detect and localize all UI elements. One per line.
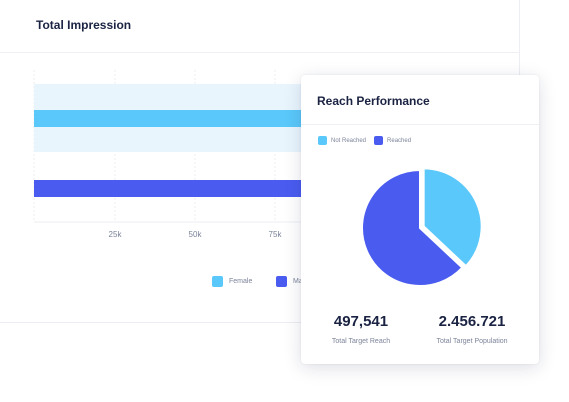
legend-item-not-reached[interactable]: Not Reached	[318, 136, 366, 145]
stat-value: 2.456.721	[438, 313, 506, 330]
pie-slice-not-reached[interactable]	[422, 167, 483, 268]
legend-label: Not Reached	[331, 137, 367, 144]
x-tick-label: 50k	[189, 230, 203, 239]
legend-label: Reached	[387, 137, 412, 144]
legend-swatch	[374, 136, 384, 145]
pie-legend: Not Reached Reached	[318, 136, 419, 145]
legend-item-male[interactable]: Male	[276, 276, 308, 287]
stat-total-target-reach: 497,541 Total Target Reach	[305, 313, 417, 345]
legend-item-reached[interactable]: Reached	[374, 136, 411, 145]
card-header: Reach Performance	[301, 75, 539, 125]
legend-swatch	[318, 136, 327, 145]
legend-label: Male	[293, 278, 308, 285]
stat-label: Total Target Population	[436, 338, 508, 345]
stat-value: 497,541	[333, 313, 389, 330]
x-tick-label: 25k	[109, 230, 123, 239]
x-tick-label: 75k	[269, 230, 283, 239]
impression-bar-chart: 25k 50k 75k	[33, 70, 519, 239]
female-bar[interactable]	[34, 110, 304, 127]
stat-total-target-population: 2.456.721 Total Target Population	[416, 313, 528, 345]
pie-slice-reached[interactable]	[361, 168, 464, 287]
card-title: Reach Performance	[317, 94, 430, 108]
reach-pie-chart	[361, 167, 483, 287]
reach-performance-card: Reach Performance Not Reached Reached 49…	[301, 75, 539, 364]
legend-item-female[interactable]: Female	[212, 276, 252, 287]
male-bar[interactable]	[34, 180, 304, 197]
legend-swatch	[212, 276, 223, 287]
stat-label: Total Target Reach	[331, 338, 391, 345]
card-header: Total Impression	[0, 0, 519, 53]
legend-label: Female	[229, 278, 253, 285]
card-title: Total Impression	[36, 18, 132, 32]
legend-swatch	[276, 276, 287, 287]
